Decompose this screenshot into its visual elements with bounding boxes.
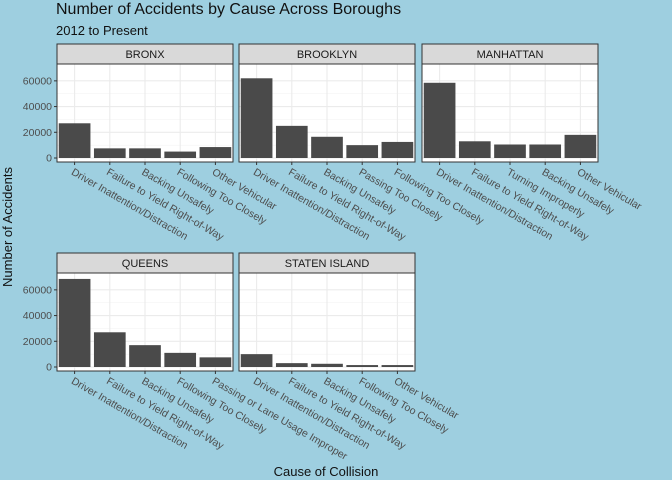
bar-queens-failure-to-yield-right-of-way — [93, 332, 126, 367]
strip-label: BROOKLYN — [297, 49, 357, 61]
bar-manhattan-turning-improperly — [494, 144, 526, 158]
bar-brooklyn-backing-unsafely — [311, 136, 343, 158]
bar-manhattan-driver-inattention-distraction — [423, 82, 456, 158]
bar-queens-backing-unsafely — [129, 345, 161, 367]
bar-staten-island-failure-to-yield-right-of-way — [275, 363, 308, 367]
strip-label: BRONX — [125, 49, 165, 61]
y-axis-title: Number of Accidents — [0, 167, 15, 287]
bar-bronx-following-too-closely — [164, 151, 197, 158]
bar-bronx-driver-inattention-distraction — [58, 123, 91, 158]
bar-brooklyn-driver-inattention-distraction — [240, 78, 273, 158]
strip-label: MANHATTAN — [477, 49, 544, 61]
chart-subtitle: 2012 to Present — [56, 23, 148, 38]
bar-manhattan-other-vehicular — [564, 134, 597, 158]
y-tick-label: 0 — [46, 153, 52, 165]
bar-brooklyn-passing-too-closely — [346, 145, 379, 158]
bar-bronx-other-vehicular — [199, 147, 232, 158]
y-tick-label: 40000 — [23, 101, 52, 113]
bar-manhattan-backing-unsafely — [529, 144, 562, 158]
bar-staten-island-driver-inattention-distraction — [240, 354, 273, 367]
bar-staten-island-following-too-closely — [346, 365, 379, 367]
bar-brooklyn-following-too-closely — [381, 141, 414, 158]
bar-manhattan-failure-to-yield-right-of-way — [458, 141, 491, 158]
y-tick-label: 0 — [46, 362, 52, 374]
y-tick-label: 20000 — [23, 336, 52, 348]
bar-bronx-failure-to-yield-right-of-way — [93, 148, 126, 158]
y-tick-label: 60000 — [23, 284, 52, 296]
strip-label: STATEN ISLAND — [285, 258, 370, 270]
strip-label: QUEENS — [122, 258, 168, 270]
bar-queens-driver-inattention-distraction — [58, 278, 91, 367]
y-tick-label: 40000 — [23, 310, 52, 322]
bar-bronx-backing-unsafely — [129, 148, 161, 158]
y-tick-label: 20000 — [23, 127, 52, 139]
y-tick-label: 60000 — [23, 75, 52, 87]
bar-queens-following-too-closely — [164, 352, 197, 367]
bar-brooklyn-failure-to-yield-right-of-way — [275, 125, 308, 158]
bar-staten-island-other-vehicular — [381, 365, 414, 367]
x-axis-title: Cause of Collision — [274, 464, 379, 479]
bar-staten-island-backing-unsafely — [311, 363, 343, 367]
chart-title: Number of Accidents by Cause Across Boro… — [56, 1, 401, 18]
bar-queens-passing-or-lane-usage-improper — [199, 357, 232, 367]
